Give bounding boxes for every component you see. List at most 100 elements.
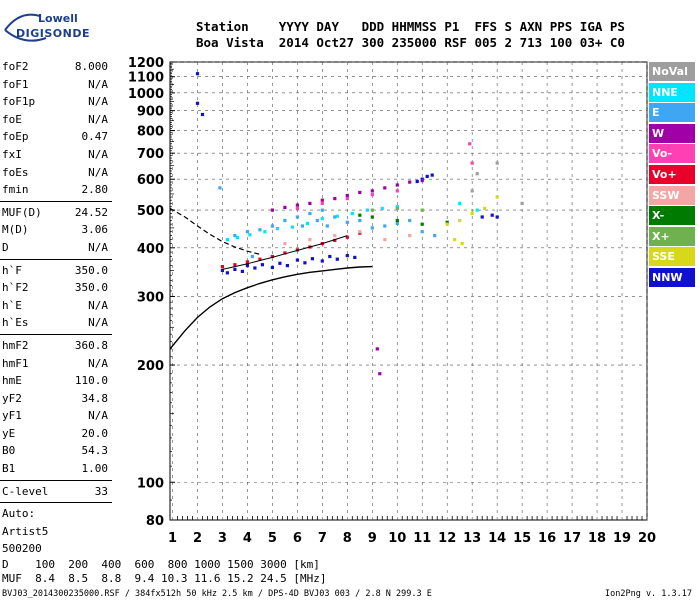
- echo-point-w: [358, 190, 362, 194]
- echo-point-e: [250, 254, 254, 259]
- param-label: foEs: [2, 165, 29, 179]
- param-separator: [0, 502, 112, 504]
- param-separator: [0, 200, 112, 202]
- param-value: N/A: [88, 356, 108, 370]
- echo-point-e: [218, 186, 222, 190]
- x-tick-label: 14: [488, 531, 506, 546]
- param-value: 0.47: [81, 130, 109, 144]
- station-header: Station YYYY DAY DDD HHMMSS P1 FFS S AXN…: [196, 19, 625, 51]
- echo-point-vo: [270, 254, 274, 259]
- echo-point-nne: [395, 205, 399, 209]
- param-value: N/A: [88, 147, 108, 161]
- echo-point-vo: [220, 265, 224, 269]
- scaled-parameters-panel: foF2 8.000 foF1 N/A foF1p N/A foE N/A foEp 0.47 fx…: [0, 58, 112, 558]
- echo-point-e: [358, 218, 362, 223]
- echo-point-nne: [350, 211, 354, 216]
- echo-point-w: [333, 197, 337, 201]
- echo-point-nne: [335, 214, 339, 218]
- echo-point-nne: [305, 221, 309, 225]
- param-label: foEp: [2, 130, 29, 144]
- echo-point-e: [233, 234, 237, 238]
- header-labels: Station YYYY DAY DDD HHMMSS P1 FFS S AXN…: [196, 19, 625, 34]
- param-label: fmin: [2, 183, 29, 197]
- legend-item: W: [649, 123, 695, 143]
- param-row: yF2 34.8: [0, 390, 112, 408]
- echo-point-nnw: [200, 112, 205, 117]
- echo-point-nne: [248, 233, 252, 237]
- echo-point-e: [333, 215, 337, 219]
- echo-point-nnw: [240, 269, 244, 273]
- version-info: Ion2Png v. 1.3.17: [605, 589, 692, 599]
- echo-point-noval: [520, 201, 524, 205]
- echo-point-nne: [235, 236, 239, 240]
- x-tick-label: 20: [638, 531, 656, 546]
- echo-point-e: [270, 224, 274, 228]
- param-label: yF2: [2, 391, 22, 405]
- param-value: N/A: [88, 95, 108, 109]
- echo-point-nnw: [285, 264, 289, 268]
- echo-point-nne: [365, 208, 369, 212]
- echo-point-nnw: [328, 254, 332, 259]
- param-label: foF1p: [2, 95, 36, 109]
- electron-density-profile: [169, 265, 373, 350]
- x-tick-label: 13: [463, 531, 481, 546]
- polarization-legend: NoVal NNE E W Vo- Vo+ SSW X- X+ SSE NNW: [649, 62, 695, 289]
- echo-point-x: [420, 208, 424, 212]
- param-label: yF1: [2, 409, 22, 423]
- param-label: foF1: [2, 77, 29, 91]
- param-label: h`F2: [2, 281, 29, 295]
- echo-point-w: [320, 198, 324, 202]
- echo-point-noval: [475, 172, 479, 176]
- param-row: foEs N/A: [0, 164, 112, 182]
- echo-point-w: [345, 193, 349, 198]
- x-tick-label: 5: [268, 531, 277, 546]
- x-tick-label: 18: [588, 531, 606, 546]
- param-value: 350.0: [74, 281, 108, 295]
- echo-point-sse: [453, 238, 457, 242]
- y-tick-label: 500: [137, 204, 164, 219]
- param-value: 350.0: [74, 263, 108, 277]
- param-row: foEp 0.47: [0, 128, 112, 146]
- echo-point-nne: [225, 238, 229, 242]
- echo-point-sse: [470, 211, 474, 216]
- muf-values: 8.4 8.5 8.8 9.4 10.3 11.6 15.2 24.5 [MHz…: [35, 572, 327, 585]
- y-tick-label: 200: [137, 359, 164, 374]
- echo-point-ssw: [383, 238, 387, 242]
- y-tick-label: 400: [137, 242, 164, 257]
- echo-point-vo: [395, 189, 399, 193]
- param-value: 3.06: [81, 223, 109, 237]
- echo-point-nnw: [278, 261, 282, 265]
- param-label: hmE: [2, 374, 22, 388]
- echo-point-ssw: [408, 234, 412, 238]
- legend-item: E: [649, 103, 695, 123]
- param-row: h`F2 350.0: [0, 279, 112, 297]
- param-label: C-level: [2, 484, 49, 498]
- param-row: Artist5: [0, 523, 112, 541]
- echo-point-w: [383, 186, 387, 190]
- echo-point-w: [378, 372, 382, 376]
- param-separator: [0, 333, 112, 335]
- param-row: h`Es N/A: [0, 314, 112, 332]
- param-label: foF2: [2, 60, 29, 73]
- param-row: fmin 2.80: [0, 181, 112, 199]
- echo-point-e: [295, 215, 299, 219]
- x-tick-label: 1: [168, 531, 177, 546]
- param-row: Auto:: [0, 505, 112, 523]
- echo-point-ssw: [308, 238, 312, 242]
- echo-point-vo: [283, 251, 287, 255]
- echo-point-vo: [468, 142, 472, 146]
- echo-point-vo: [333, 238, 337, 242]
- header-values: Boa Vista 2014 Oct27 300 235000 RSF 005 …: [196, 35, 625, 50]
- logo-lowell-text: Lowell: [38, 12, 78, 25]
- echo-point-nnw: [225, 271, 229, 275]
- echo-point-noval: [495, 161, 499, 165]
- echo-point-nnw: [195, 101, 200, 105]
- param-label: B1: [2, 462, 16, 476]
- echo-point-nnw: [260, 263, 264, 267]
- echo-point-nnw: [335, 257, 339, 261]
- distance-row-label: D: [2, 558, 9, 571]
- y-tick-label: 900: [137, 105, 164, 120]
- echo-point-vo: [295, 206, 299, 210]
- param-label: yE: [2, 426, 16, 440]
